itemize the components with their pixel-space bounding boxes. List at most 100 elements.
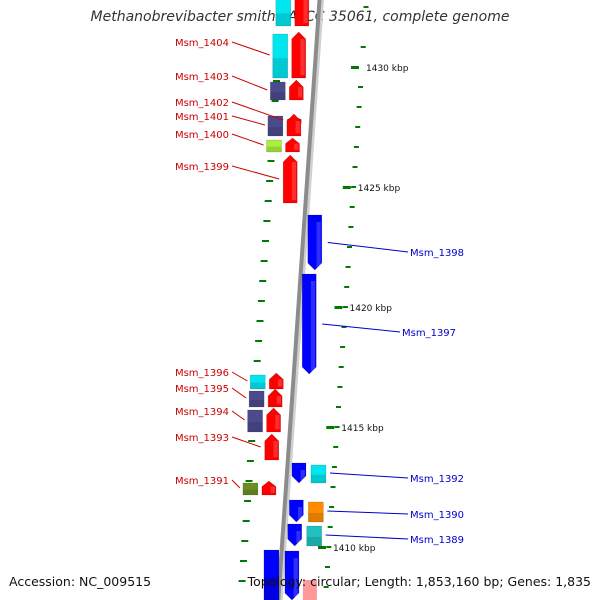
guide-dash-left — [245, 480, 253, 482]
gene-label-msm_1394: Msm_1394 — [175, 407, 229, 418]
gene-label-msm_1399: Msm_1399 — [175, 162, 229, 173]
forward-gene-arrow-partial — [294, 0, 310, 27]
guide-dash-left — [271, 100, 279, 102]
guide-dash-left — [256, 320, 264, 322]
forward-gene-arrow — [267, 388, 283, 408]
forward-gene-arrow — [282, 154, 298, 204]
guide-dash-right — [325, 566, 330, 568]
reverse-gene-arrow — [301, 273, 317, 375]
guide-dash-left — [248, 440, 256, 442]
guide-dash-right — [356, 106, 362, 108]
guide-dash-left — [264, 200, 272, 202]
guide-dash-left — [262, 240, 269, 242]
forward-gene-arrow-shade — [300, 39, 305, 76]
reverse-gene-arrow-shade — [300, 470, 305, 481]
gene-label-msm_1404: Msm_1404 — [175, 38, 229, 49]
guide-dash-right — [345, 266, 351, 268]
gene-label-connector — [231, 165, 280, 180]
guide-dash-left — [241, 540, 249, 542]
accession-label: Accession: NC_009515 — [9, 574, 152, 589]
gene-label-msm_1391: Msm_1391 — [175, 476, 229, 487]
gene-label-msm_1395: Msm_1395 — [175, 384, 229, 395]
scale-tick-label: 1425 kbp — [358, 184, 401, 194]
gene-label-msm_1393: Msm_1393 — [175, 433, 229, 444]
gene-label-connector — [231, 133, 264, 146]
guide-dash-left — [240, 560, 247, 562]
guide-dash-left — [242, 520, 250, 522]
forward-gene-arrow-shade — [276, 396, 281, 405]
gene-label-connector — [231, 75, 268, 91]
cog-box — [306, 525, 322, 547]
guide-dash-right — [342, 306, 348, 308]
scale-tick-mark — [334, 306, 343, 309]
guide-dash-right — [333, 446, 339, 448]
guide-dash-right — [336, 406, 341, 408]
forward-gene-arrow — [286, 113, 302, 137]
gene-label-connector — [327, 242, 409, 253]
scale-tick-mark — [342, 186, 351, 189]
guide-dash-right — [353, 146, 359, 148]
gene-label-msm_1403: Msm_1403 — [175, 72, 229, 83]
forward-gene-arrow — [268, 372, 284, 390]
cog-box-shade — [242, 489, 258, 495]
guide-dash-left — [260, 260, 268, 262]
label-layer: 1430 kbp 1425 kbp 1420 kbp 1415 kbp 1410 kbp… — [175, 38, 464, 554]
guide-dash-right — [341, 326, 347, 328]
reverse-gene-arrow — [291, 462, 307, 484]
guide-dash-left — [259, 280, 267, 282]
scale-tick-label: 1410 kbp — [333, 544, 376, 554]
forward-gene-arrow — [261, 480, 277, 496]
guide-dash-right — [360, 46, 366, 48]
gene-label-connector — [231, 115, 266, 126]
scale-tick-label: 1420 kbp — [350, 304, 393, 314]
forward-gene-arrow — [289, 79, 304, 101]
gene-label-connector — [327, 510, 409, 515]
forward-gene-arrow — [264, 433, 280, 461]
gene-label-msm_1390: Msm_1390 — [410, 510, 464, 521]
forward-gene-arrow — [285, 137, 300, 153]
cog-box — [249, 374, 266, 390]
guide-dash-right — [351, 186, 357, 188]
scale-tick-label: 1415 kbp — [341, 424, 384, 434]
gene-label-connector — [322, 323, 401, 333]
gene-label-msm_1401: Msm_1401 — [175, 112, 229, 123]
reverse-gene-arrow-shade — [298, 507, 303, 520]
cog-box — [247, 409, 263, 433]
cog-box-partial — [302, 580, 317, 600]
cog-box — [310, 464, 327, 484]
guide-dash-right — [330, 486, 336, 488]
forward-gene-arrow-shade — [297, 87, 303, 98]
reverse-gene-arrow — [307, 214, 323, 271]
scale-tick-mark — [326, 426, 335, 429]
guide-dash-right — [340, 346, 346, 348]
forward-gene-arrow-shade — [294, 143, 299, 150]
forward-gene-arrow-shade — [270, 486, 275, 493]
cog-box — [266, 139, 282, 153]
backbone-line — [276, 0, 322, 600]
gene-label-msm_1398: Msm_1398 — [410, 248, 464, 259]
gene-layer — [242, 0, 327, 600]
cog-box — [267, 115, 284, 137]
guide-dash-right — [323, 586, 329, 588]
guide-dash-right — [358, 86, 363, 88]
reverse-gene-arrow-partial — [284, 550, 300, 600]
gene-label-connector — [231, 371, 248, 382]
cog-box-partial-shade — [275, 13, 291, 26]
forward-gene-arrow-shade — [277, 379, 283, 387]
guide-dash-right — [344, 286, 350, 288]
guide-dash-right — [327, 526, 333, 528]
guide-dash-right — [334, 426, 340, 428]
gene-label-connector — [231, 101, 284, 121]
gene-label-connector — [231, 41, 270, 56]
gene-label-msm_1392: Msm_1392 — [410, 474, 464, 485]
cog-box-shade — [270, 91, 286, 100]
reverse-gene-arrow — [289, 499, 304, 523]
guide-dash-right — [352, 166, 358, 168]
reverse-gene-arrow-partial-shade — [293, 558, 298, 598]
reverse-gene-arrow-shade — [310, 281, 316, 372]
gene-label-connector — [231, 479, 241, 489]
topology-label: Topology: circular; Length: 1,853,160 bp… — [247, 574, 591, 589]
scale-tick-label: 1430 kbp — [366, 64, 409, 74]
guide-dash-left — [253, 360, 261, 362]
guide-dash-left — [255, 340, 263, 342]
